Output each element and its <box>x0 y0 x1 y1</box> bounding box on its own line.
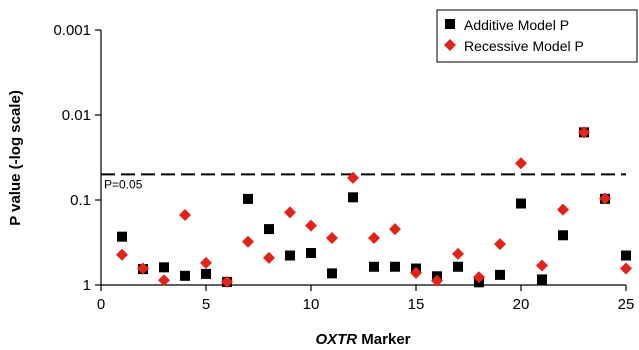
point-recessive <box>410 266 422 279</box>
x-tick-label: 5 <box>202 296 210 313</box>
legend-box <box>436 9 638 63</box>
ticks: 0.001 0.01 0.1 10 5 10 15 20 25 <box>53 22 634 313</box>
point-additive <box>180 270 190 281</box>
point-additive <box>621 250 631 261</box>
point-additive <box>348 192 358 203</box>
point-recessive <box>347 171 359 184</box>
legend-label-recessive: Recessive Model P <box>464 38 584 54</box>
x-axis-title-italic: OXTR <box>315 331 357 348</box>
point-additive <box>390 261 400 272</box>
x-tick-label: 10 <box>303 296 320 313</box>
y-tick-label: 1 <box>83 277 91 294</box>
point-additive <box>369 261 379 272</box>
point-recessive <box>284 206 296 219</box>
point-recessive <box>263 251 275 264</box>
point-additive <box>117 231 127 242</box>
point-recessive <box>536 259 548 272</box>
legend-label-additive: Additive Model P <box>464 17 569 33</box>
point-additive <box>516 198 526 209</box>
point-recessive <box>389 223 401 236</box>
point-recessive <box>620 262 632 275</box>
point-recessive <box>473 271 485 284</box>
point-additive <box>558 230 568 241</box>
reference-line-group: P=0.05 <box>101 173 626 191</box>
point-recessive <box>158 274 170 287</box>
x-tick-label: 15 <box>408 296 425 313</box>
y-axis-title: P value (-log scale) <box>7 90 24 226</box>
legend-marker-additive <box>445 19 455 29</box>
x-tick-label: 0 <box>97 296 105 313</box>
point-additive <box>201 268 211 279</box>
point-recessive <box>179 208 191 221</box>
reference-line-label: P=0.05 <box>104 177 143 191</box>
point-recessive <box>557 203 569 216</box>
point-additive <box>159 262 169 273</box>
point-recessive <box>137 262 149 275</box>
point-additive <box>327 268 337 279</box>
axes <box>100 30 626 286</box>
point-additive <box>495 269 505 280</box>
point-recessive <box>305 219 317 232</box>
point-additive <box>306 247 316 258</box>
point-recessive <box>515 157 527 170</box>
y-tick-label: 0.1 <box>70 192 91 209</box>
point-recessive <box>221 275 233 288</box>
point-additive <box>243 193 253 204</box>
point-recessive <box>452 247 464 260</box>
legend-marker-recessive <box>444 39 456 51</box>
point-recessive <box>431 274 443 287</box>
y-tick-label: 0.001 <box>53 22 91 39</box>
point-recessive <box>578 126 590 139</box>
legend: Additive Model P Recessive Model P <box>436 9 638 63</box>
x-axis-title-rest: Marker <box>357 331 411 348</box>
point-recessive <box>116 248 128 261</box>
point-recessive <box>242 235 254 248</box>
x-axis-title: OXTR Marker <box>315 331 410 348</box>
point-additive <box>285 250 295 261</box>
point-recessive <box>599 192 611 205</box>
point-recessive <box>326 232 338 245</box>
point-recessive <box>368 232 380 245</box>
point-recessive <box>494 238 506 251</box>
point-additive <box>537 274 547 285</box>
x-tick-label: 25 <box>618 296 635 313</box>
point-additive <box>453 261 463 272</box>
x-tick-label: 20 <box>513 296 530 313</box>
point-additive <box>264 224 274 235</box>
data-points <box>116 126 632 288</box>
point-recessive <box>200 256 212 269</box>
y-tick-label: 0.01 <box>62 107 91 124</box>
